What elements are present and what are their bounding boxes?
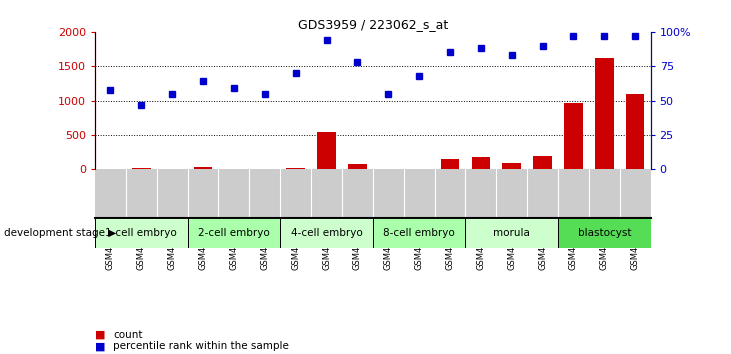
Bar [95, 218, 188, 248]
Text: percentile rank within the sample: percentile rank within the sample [113, 341, 289, 351]
Text: development stage ▶: development stage ▶ [4, 228, 116, 238]
Bar [471, 157, 490, 170]
Text: count: count [113, 330, 143, 339]
Bar [441, 159, 459, 170]
Text: 2-cell embryo: 2-cell embryo [198, 228, 270, 238]
Bar [348, 164, 367, 170]
Bar [287, 168, 305, 170]
Text: 4-cell embryo: 4-cell embryo [291, 228, 363, 238]
Bar [466, 218, 558, 248]
Title: GDS3959 / 223062_s_at: GDS3959 / 223062_s_at [298, 18, 448, 31]
Bar [558, 218, 651, 248]
Bar [373, 218, 466, 248]
Bar [280, 218, 373, 248]
Bar [534, 156, 552, 170]
Bar [188, 218, 280, 248]
Text: 1-cell embryo: 1-cell embryo [105, 228, 177, 238]
Text: ■: ■ [95, 330, 105, 339]
Bar [317, 132, 336, 170]
Text: ■: ■ [95, 341, 105, 351]
Bar [626, 94, 645, 170]
Bar [564, 103, 583, 170]
Bar [132, 168, 151, 170]
Text: 8-cell embryo: 8-cell embryo [383, 228, 455, 238]
Bar [194, 167, 212, 170]
Text: morula: morula [493, 228, 530, 238]
Bar [502, 163, 521, 170]
Bar [595, 58, 613, 170]
Text: blastocyst: blastocyst [577, 228, 631, 238]
